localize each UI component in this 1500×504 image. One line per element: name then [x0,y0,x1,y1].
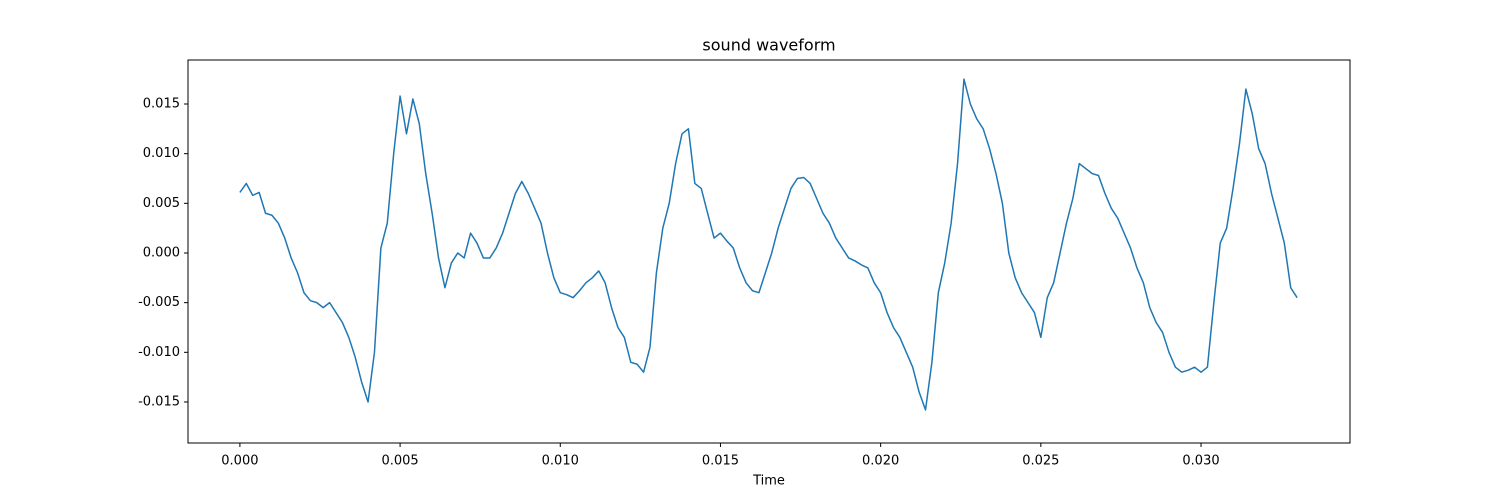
y-tick-label: 0.005 [143,196,180,211]
x-tick-label: 0.005 [381,454,418,469]
y-tick-label: -0.010 [138,345,180,360]
waveform-line [239,78,1298,411]
x-tick-label: 0.020 [862,454,899,469]
y-tick-label: 0.000 [143,245,180,260]
x-tick-label: 0.025 [1022,454,1059,469]
y-tick-label: -0.015 [138,394,180,409]
x-tick-label: 0.030 [1182,454,1219,469]
y-tick-label: -0.005 [138,295,180,310]
x-tick-label: 0.000 [221,454,258,469]
y-tick-label: 0.010 [143,146,180,161]
chart-title: sound waveform [702,36,835,55]
x-axis-label: Time [752,474,785,489]
x-tick-label: 0.010 [542,454,579,469]
plot-frame [187,59,1351,444]
x-tick-label: 0.015 [702,454,739,469]
y-tick-label: 0.015 [143,97,180,112]
